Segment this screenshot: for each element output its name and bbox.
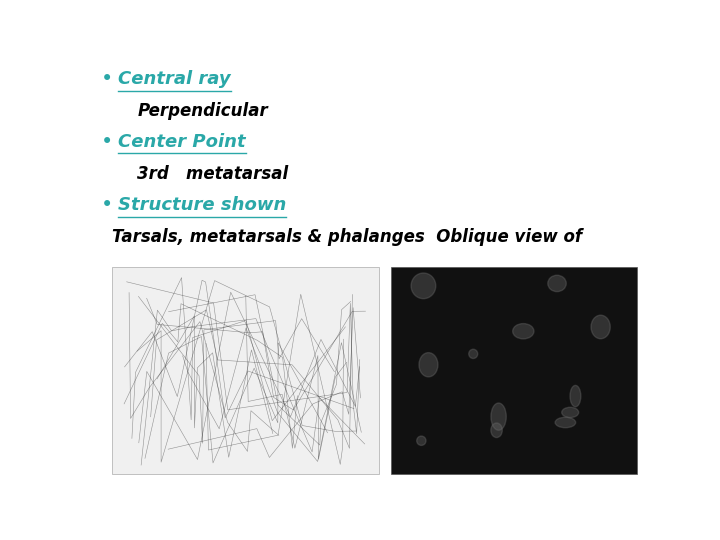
Text: Perpendicular: Perpendicular xyxy=(138,102,268,119)
Ellipse shape xyxy=(513,323,534,339)
Text: Tarsals, metatarsals & phalanges  Oblique view of: Tarsals, metatarsals & phalanges Oblique… xyxy=(112,228,582,246)
Text: •: • xyxy=(101,195,114,215)
Ellipse shape xyxy=(562,407,579,417)
FancyBboxPatch shape xyxy=(391,267,637,475)
Ellipse shape xyxy=(591,315,611,339)
Ellipse shape xyxy=(491,403,506,430)
Ellipse shape xyxy=(570,386,581,407)
Ellipse shape xyxy=(548,275,566,292)
Text: •: • xyxy=(101,69,114,89)
Ellipse shape xyxy=(555,417,576,428)
Text: Central ray: Central ray xyxy=(118,70,230,89)
Text: Structure shown: Structure shown xyxy=(118,197,287,214)
Text: Center Point: Center Point xyxy=(118,133,246,151)
Ellipse shape xyxy=(419,353,438,377)
Ellipse shape xyxy=(411,273,436,299)
FancyBboxPatch shape xyxy=(112,267,379,475)
Text: •: • xyxy=(101,132,114,152)
Text: 3rd   metatarsal: 3rd metatarsal xyxy=(138,165,289,183)
Ellipse shape xyxy=(491,423,503,437)
Ellipse shape xyxy=(417,436,426,446)
Ellipse shape xyxy=(469,349,477,359)
